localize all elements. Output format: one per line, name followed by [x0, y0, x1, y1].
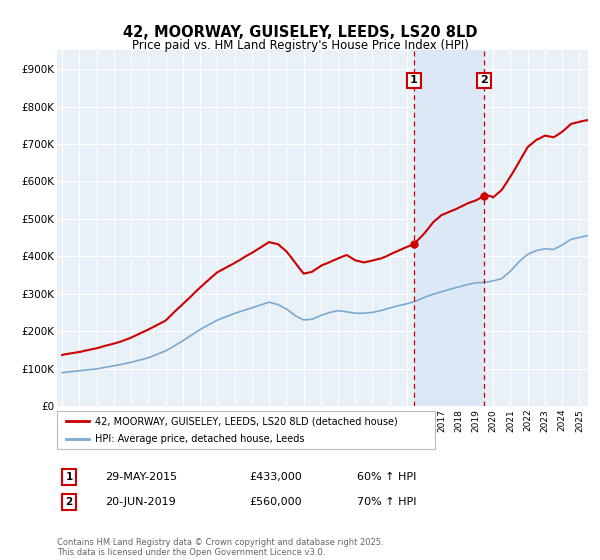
Bar	[414, 50, 484, 406]
Text: Contains HM Land Registry data © Crown copyright and database right 2025.
This d: Contains HM Land Registry data © Crown c…	[57, 538, 383, 557]
Text: HPI: Average price, detached house, Leeds: HPI: Average price, detached house, Leed…	[95, 434, 304, 444]
Text: 20-JUN-2019: 20-JUN-2019	[105, 497, 176, 507]
Text: £433,000: £433,000	[249, 472, 302, 482]
Text: 2: 2	[65, 497, 73, 507]
Text: £560,000: £560,000	[249, 497, 302, 507]
Text: 60% ↑ HPI: 60% ↑ HPI	[357, 472, 416, 482]
Text: 42, MOORWAY, GUISELEY, LEEDS, LS20 8LD (detached house): 42, MOORWAY, GUISELEY, LEEDS, LS20 8LD (…	[95, 416, 398, 426]
Text: 1: 1	[65, 472, 73, 482]
Text: 29-MAY-2015: 29-MAY-2015	[105, 472, 177, 482]
Text: 1: 1	[410, 76, 418, 85]
Text: 2: 2	[480, 76, 488, 85]
Text: 70% ↑ HPI: 70% ↑ HPI	[357, 497, 416, 507]
Text: Price paid vs. HM Land Registry's House Price Index (HPI): Price paid vs. HM Land Registry's House …	[131, 39, 469, 52]
Text: 42, MOORWAY, GUISELEY, LEEDS, LS20 8LD: 42, MOORWAY, GUISELEY, LEEDS, LS20 8LD	[123, 25, 477, 40]
